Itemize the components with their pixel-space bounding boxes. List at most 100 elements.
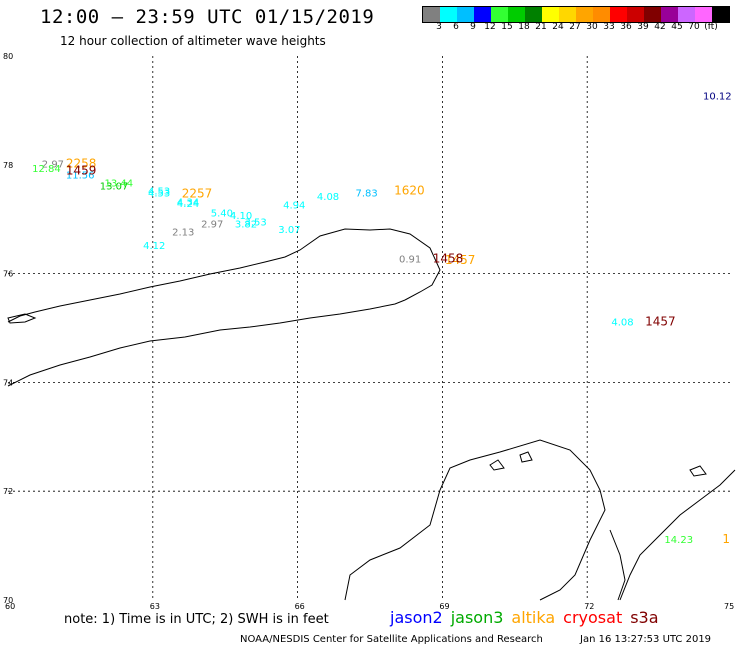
wave-height-value: 4.53 — [148, 187, 170, 198]
colorbar-swatch — [661, 7, 678, 22]
wave-height-value: 3.82 — [235, 219, 257, 230]
colorbar-swatch — [678, 7, 695, 22]
colorbar-swatch — [695, 7, 712, 22]
novaya-zemlya-south-coast — [7, 228, 441, 323]
colorbar-label: 9 — [470, 22, 476, 32]
latitude-label: 70 — [3, 596, 13, 605]
colorbar-swatch — [610, 7, 627, 22]
wave-height-value: 3.07 — [278, 225, 300, 236]
wave-height-value: 2.97 — [201, 219, 223, 230]
wave-height-value: 11.56 — [66, 170, 95, 181]
wave-height-value: 10.12 — [703, 92, 732, 103]
colorbar-swatch — [440, 7, 457, 22]
island-west — [7, 313, 37, 324]
colorbar-swatch — [491, 7, 508, 22]
colorbar-label: 36 — [620, 22, 632, 32]
pass-time: 1459 — [66, 164, 97, 178]
wave-height-value: 12.84 — [32, 164, 61, 175]
pass-time: 1457 — [445, 253, 476, 267]
colorbar-label: 24 — [552, 22, 564, 32]
small-islands — [489, 451, 707, 477]
colorbar-label: 21 — [535, 22, 547, 32]
wave-height-value: 13.44 — [105, 179, 134, 190]
wave-height-value: 4.94 — [283, 200, 305, 211]
colorbar-swatch — [542, 7, 559, 22]
wave-height-value: 14.23 — [664, 535, 693, 546]
latitude-label: 72 — [3, 487, 13, 496]
wave-height-value: 4.12 — [143, 241, 165, 252]
wave-height-value: 4.24 — [177, 199, 199, 210]
longitude-label: 75 — [724, 602, 734, 611]
latitude-labels: 80 78 76 74 72 70 — [3, 52, 13, 605]
wave-height-value: 4.08 — [611, 317, 633, 328]
colorbar-label: 3 — [436, 22, 442, 32]
wave-height-value: 4.10 — [230, 211, 252, 222]
longitude-label: 60 — [5, 602, 15, 611]
longitude-label: 72 — [584, 602, 594, 611]
colorbar-label: 12 — [484, 22, 496, 32]
colorbar-swatch — [627, 7, 644, 22]
colorbar-label: 18 — [518, 22, 530, 32]
wave-height-value: 2.97 — [42, 160, 64, 171]
map-title: 12:00 – 23:59 UTC 01/15/2019 — [40, 6, 375, 28]
latitude-label: 76 — [3, 270, 13, 279]
wave-height-value: 4.53 — [148, 188, 170, 199]
novaya-zemlya-north-coast — [7, 299, 406, 387]
wave-height-value: 4.34 — [177, 198, 199, 209]
legend-item: jason3 — [450, 608, 504, 627]
credit-timestamp: Jan 16 13:27:53 UTC 2019 — [580, 634, 712, 645]
yamal-coast — [344, 439, 606, 601]
colorbar-swatch — [559, 7, 576, 22]
pass-time: 1458 — [433, 252, 464, 266]
legend-item: cryosat — [563, 608, 623, 627]
wave-height-value: 7.83 — [356, 188, 378, 199]
longitude-label: 63 — [150, 602, 160, 611]
colorbar-label: 6 — [453, 22, 459, 32]
wave-height-value: 4.08 — [317, 192, 339, 203]
longitude-labels: 60 63 66 69 72 75 — [5, 602, 734, 611]
pass-time: 1457 — [645, 314, 676, 328]
colorbar-label: 15 — [501, 22, 513, 32]
extra-values: 14.23 — [664, 535, 693, 546]
wave-height-value: 5.40 — [211, 208, 233, 219]
credit-text: NOAA/NESDIS Center for Satellite Applica… — [240, 634, 543, 645]
note-text: note: 1) Time is in UTC; 2) SWH is in fe… — [64, 612, 329, 627]
map-subtitle: 12 hour collection of altimeter wave hei… — [60, 34, 326, 48]
colorbar-swatch — [474, 7, 491, 22]
colorbar-label: 39 — [637, 22, 649, 32]
pass-time: 1 — [722, 532, 730, 546]
latitude-label: 74 — [3, 378, 13, 387]
legend-item: jason2 — [390, 608, 443, 627]
pass-time: 2257 — [182, 186, 213, 200]
colorbar-label: 70 — [688, 22, 700, 32]
satellite-legend: jason2 jason3 altika cryosat s3a — [390, 608, 667, 627]
colorbar — [422, 6, 730, 23]
wave-height-value: 3.53 — [245, 218, 267, 229]
longitude-label: 66 — [295, 602, 305, 611]
colorbar-label: 42 — [654, 22, 666, 32]
colorbar-swatch — [525, 7, 542, 22]
colorbar-label: 30 — [586, 22, 598, 32]
colorbar-label: 45 — [671, 22, 683, 32]
latitude-label: 80 — [3, 52, 13, 61]
coastline — [7, 228, 736, 601]
latitude-label: 78 — [3, 161, 13, 170]
legend-item: s3a — [630, 608, 659, 627]
colorbar-swatch — [644, 7, 661, 22]
colorbar-swatch — [576, 7, 593, 22]
wave-height-value: 13.07 — [100, 181, 129, 192]
colorbar-swatch — [508, 7, 525, 22]
colorbar-swatch — [423, 7, 440, 22]
colorbar-label: 27 — [569, 22, 581, 32]
wave-height-value: 2.13 — [172, 228, 194, 239]
colorbar-label: (ft) — [704, 22, 718, 32]
pass-time: 1620 — [394, 184, 425, 198]
colorbar-swatch — [593, 7, 610, 22]
ob-bay-coast — [609, 529, 626, 601]
longitude-label: 69 — [439, 602, 449, 611]
pass-time: 2258 — [66, 157, 97, 171]
gydan-coast — [619, 469, 736, 601]
